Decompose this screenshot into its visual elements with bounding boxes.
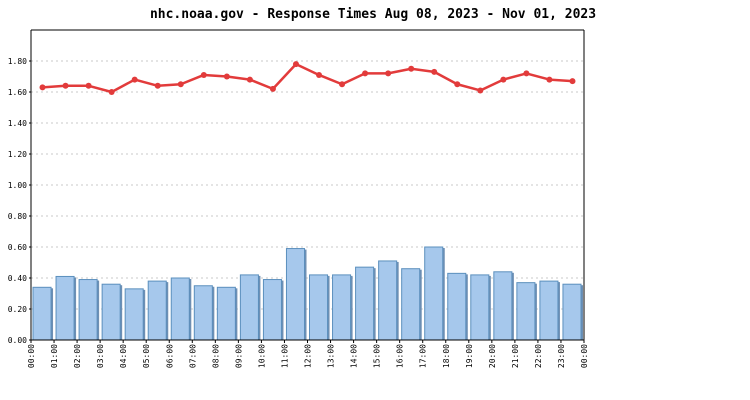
line-point (85, 82, 92, 89)
line-point (316, 71, 323, 78)
chart-title: nhc.noaa.gov - Response Times Aug 08, 20… (150, 7, 596, 22)
x-tick-label: 21:00 (511, 344, 520, 368)
bar (239, 274, 259, 341)
x-tick-label: 01:00 (50, 344, 59, 368)
x-tick-label: 20:00 (488, 344, 497, 368)
line-point (546, 76, 553, 83)
x-tick-label: 00:00 (27, 344, 36, 368)
line-point (385, 70, 392, 77)
x-tick-label: 15:00 (373, 344, 382, 368)
x-tick-label: 17:00 (419, 344, 428, 368)
x-tick-label: 23:00 (557, 344, 566, 368)
x-tick-label: 03:00 (96, 344, 105, 368)
y-tick-label: 0.20 (8, 305, 27, 314)
y-tick-label: 1.40 (8, 119, 27, 128)
x-tick-label: 22:00 (534, 344, 543, 368)
line-point (39, 84, 46, 91)
y-tick-label: 0.60 (8, 243, 27, 252)
bar (32, 286, 52, 341)
line-point (408, 65, 415, 72)
x-tick-label: 13:00 (327, 344, 336, 368)
x-tick-label: 11:00 (280, 344, 289, 368)
y-tick-labels: 0.00 0.20 0.40 0.60 0.80 1.00 1.20 1.40 1.60 1.80 (8, 57, 27, 345)
line-point (223, 73, 230, 80)
bar-series (32, 246, 583, 341)
x-tick-labels: 00:00 01:00 02:00 03:00 04:00 05:00 06:00 07:00… (27, 344, 589, 368)
line-point (62, 82, 69, 89)
line-point (108, 89, 115, 95)
line-point (431, 68, 438, 75)
y-tick-label: 1.20 (8, 150, 27, 159)
axes (29, 29, 585, 343)
y-tick-label: 0.40 (8, 274, 27, 283)
line-point (177, 81, 184, 88)
x-tick-label: 18:00 (442, 344, 451, 368)
grid-lines (31, 60, 584, 310)
line-path (42, 62, 573, 94)
line-point (362, 70, 369, 77)
bar (470, 274, 490, 341)
x-tick-label: 12:00 (304, 344, 313, 368)
x-tick-label: 10:00 (257, 344, 266, 368)
bar (147, 280, 167, 341)
line-point (200, 71, 207, 78)
y-tick-label: 0.80 (8, 212, 27, 221)
line-point (500, 76, 507, 83)
line-point (292, 61, 299, 68)
bar (285, 248, 306, 341)
bar (355, 266, 375, 341)
bar (562, 283, 582, 341)
x-tick-label: 14:00 (350, 344, 359, 368)
x-tick-label: 00:00 (580, 344, 589, 368)
bar (378, 260, 398, 341)
bar (262, 279, 282, 341)
line-point (154, 82, 161, 89)
x-tick-label: 07:00 (188, 344, 197, 368)
x-tick-label: 19:00 (465, 344, 474, 368)
y-tick-label: 1.60 (8, 88, 27, 97)
bar (447, 272, 467, 341)
line-point (477, 87, 484, 94)
line-point (523, 70, 530, 77)
x-tick-label: 05:00 (142, 344, 151, 368)
bar (124, 288, 144, 341)
bar (539, 280, 559, 341)
bar (332, 274, 352, 341)
bar (193, 285, 213, 341)
x-tick-label: 16:00 (396, 344, 405, 368)
y-tick-label: 1.80 (8, 57, 27, 66)
y-tick-label: 0.00 (8, 336, 27, 345)
bar (216, 286, 236, 341)
bar (493, 271, 513, 341)
line-point (246, 76, 253, 83)
bar (101, 283, 121, 341)
bar (55, 275, 75, 341)
x-tick-label: 02:00 (73, 344, 82, 368)
line-point (454, 81, 461, 88)
line-point (269, 85, 276, 92)
bar (78, 279, 98, 341)
line-point (569, 78, 576, 85)
bar (401, 268, 421, 341)
bar (424, 246, 444, 341)
x-tick-label: 06:00 (165, 344, 174, 368)
x-tick-label: 08:00 (211, 344, 220, 368)
bar (170, 277, 190, 341)
line-series (39, 61, 576, 95)
line-point (131, 76, 138, 83)
y-tick-label: 1.00 (8, 181, 27, 190)
x-tick-label: 09:00 (234, 344, 243, 368)
bar (516, 282, 536, 341)
line-point (339, 81, 346, 88)
bar (309, 274, 329, 341)
x-tick-label: 04:00 (119, 344, 128, 368)
